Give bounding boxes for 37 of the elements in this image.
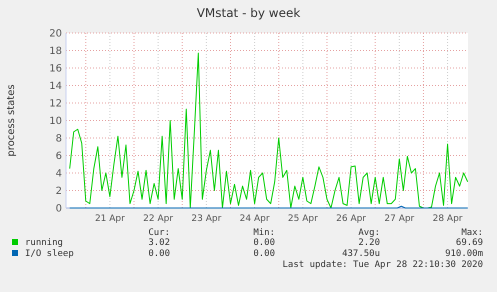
- text: Avg:: [358, 228, 380, 238]
- chart-title: VMstat - by week: [196, 6, 300, 20]
- y-tick-label: 0: [56, 204, 62, 214]
- text: Max:: [461, 228, 483, 238]
- text: Min:: [253, 228, 275, 238]
- y-tick-label: 10: [49, 116, 62, 127]
- text: 0.00: [148, 249, 170, 259]
- text: Last update: Tue Apr 28 22:10:30 2020: [282, 260, 483, 270]
- y-tick-label: 2: [56, 186, 62, 197]
- y-tick-label: 4: [56, 168, 62, 180]
- x-tick-label: 26 Apr: [336, 214, 366, 224]
- text: 69.69: [456, 238, 483, 248]
- y-tick-label: 14: [49, 81, 62, 92]
- y-axis-title: process states: [6, 84, 17, 157]
- legend-label: running: [25, 238, 63, 248]
- y-tick-label: 16: [49, 64, 62, 74]
- x-tick-label: 22 Apr: [143, 214, 174, 224]
- text: 910.00m: [445, 249, 483, 259]
- text: 0.00: [253, 249, 275, 259]
- text: 2.20: [358, 238, 380, 248]
- y-tick-label: 8: [56, 134, 62, 144]
- x-tick-label: 23 Apr: [191, 214, 222, 224]
- text: Cur:: [148, 228, 170, 238]
- text: 437.50u: [342, 249, 380, 259]
- x-tick-label: 24 Apr: [240, 214, 270, 224]
- text: 0.00: [253, 238, 275, 248]
- y-tick-label: 20: [49, 28, 62, 40]
- legend-label: I/O sleep: [25, 249, 74, 259]
- y-tick-label: 6: [56, 151, 62, 162]
- x-tick-label: 28 Apr: [432, 214, 463, 224]
- x-tick-label: 27 Apr: [384, 214, 415, 224]
- x-tick-label: 25 Apr: [288, 214, 318, 224]
- line-series: [69, 52, 468, 208]
- y-tick-label: 18: [49, 46, 62, 57]
- text: 3.02: [148, 238, 170, 248]
- y-tick-label: 12: [49, 98, 62, 110]
- x-tick-label: 21 Apr: [94, 214, 126, 224]
